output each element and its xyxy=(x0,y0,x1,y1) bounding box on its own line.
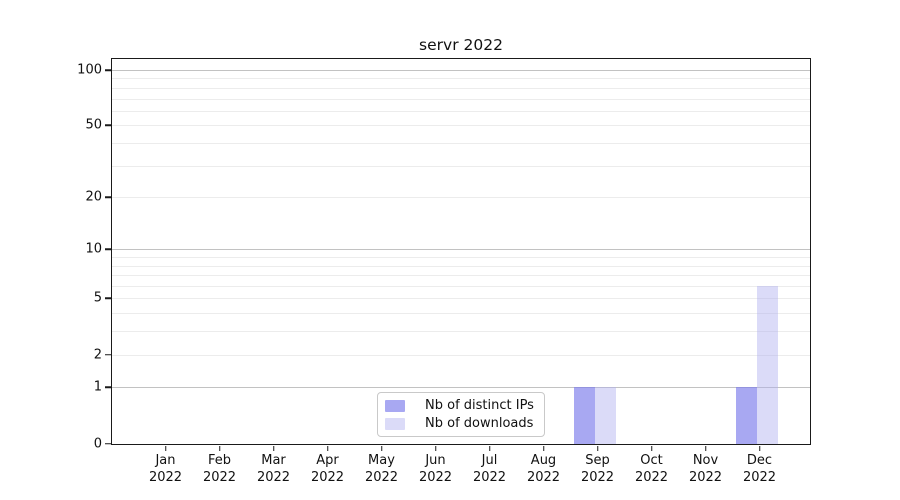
y-tick-mark-1 xyxy=(105,386,112,389)
x-tick-mark-oct-2022 xyxy=(650,445,653,451)
y-gridline-minor-40 xyxy=(112,142,810,144)
x-tick-label-apr-2022: Apr 2022 xyxy=(310,453,345,485)
y-tick-label-20: 20 xyxy=(85,189,102,205)
y-tick-label-1: 1 xyxy=(93,379,102,395)
x-tick-label-jul-2022: Jul 2022 xyxy=(472,453,507,485)
y-gridline-minor-9 xyxy=(112,257,810,259)
x-tick-mark-aug-2022 xyxy=(542,445,545,451)
y-gridline-minor-80 xyxy=(112,87,810,89)
y-tick-mark-2 xyxy=(105,353,112,356)
x-tick-label-feb-2022: Feb 2022 xyxy=(202,453,237,485)
y-gridline-minor-30 xyxy=(112,165,810,167)
x-tick-label-mar-2022: Mar 2022 xyxy=(256,453,291,485)
legend: Nb of distinct IPs Nb of downloads xyxy=(377,392,545,437)
x-tick-mark-dec-2022 xyxy=(758,445,761,451)
bar-downloads-sep-2022 xyxy=(594,387,616,444)
y-gridline-minor-60 xyxy=(112,110,810,112)
x-tick-label-sep-2022: Sep 2022 xyxy=(580,453,615,485)
y-gridline-minor-20 xyxy=(112,197,810,199)
bar-distinct-ips-dec-2022 xyxy=(735,387,757,444)
x-tick-label-aug-2022: Aug 2022 xyxy=(526,453,561,485)
x-tick-label-dec-2022: Dec 2022 xyxy=(742,453,777,485)
x-tick-mark-nov-2022 xyxy=(704,445,707,451)
y-tick-label-50: 50 xyxy=(85,117,102,133)
chart-title: servr 2022 xyxy=(419,36,503,54)
x-tick-mark-jan-2022 xyxy=(164,445,167,451)
y-tick-mark-100 xyxy=(105,69,112,71)
y-gridline-major-1 xyxy=(112,387,810,389)
y-gridline-minor-90 xyxy=(112,78,810,80)
x-tick-mark-apr-2022 xyxy=(326,445,329,451)
y-gridline-minor-6 xyxy=(112,286,810,288)
x-tick-mark-mar-2022 xyxy=(272,445,275,451)
y-gridline-minor-50 xyxy=(112,125,810,127)
bar-distinct-ips-sep-2022 xyxy=(573,387,595,444)
legend-swatch-distinct-ips xyxy=(385,399,405,412)
y-tick-label-10: 10 xyxy=(85,241,102,257)
y-gridline-major-10 xyxy=(112,249,810,251)
y-tick-mark-20 xyxy=(105,196,112,198)
legend-label-distinct-ips: Nb of distinct IPs xyxy=(425,398,534,413)
y-tick-mark-50 xyxy=(105,124,112,127)
x-tick-label-nov-2022: Nov 2022 xyxy=(688,453,723,485)
y-tick-label-0: 0 xyxy=(93,436,102,451)
x-tick-mark-jul-2022 xyxy=(488,445,491,451)
x-tick-mark-sep-2022 xyxy=(596,445,599,451)
y-gridline-minor-7 xyxy=(112,275,810,277)
y-gridline-minor-8 xyxy=(112,265,810,267)
x-tick-mark-jun-2022 xyxy=(434,445,437,451)
y-tick-mark-0 xyxy=(105,442,112,445)
x-tick-label-jun-2022: Jun 2022 xyxy=(418,453,453,485)
legend-entry-downloads: Nb of downloads xyxy=(385,416,544,431)
y-tick-mark-5 xyxy=(105,297,112,300)
y-gridline-minor-70 xyxy=(112,98,810,100)
bar-downloads-dec-2022 xyxy=(756,286,778,444)
legend-label-downloads: Nb of downloads xyxy=(425,416,534,431)
y-gridline-minor-5 xyxy=(112,298,810,300)
x-tick-mark-feb-2022 xyxy=(218,445,221,451)
x-tick-label-jan-2022: Jan 2022 xyxy=(148,453,183,485)
x-tick-mark-may-2022 xyxy=(380,445,383,451)
y-gridline-minor-4 xyxy=(112,313,810,315)
y-gridline-minor-3 xyxy=(112,331,810,333)
y-tick-label-2: 2 xyxy=(93,347,102,363)
x-tick-label-oct-2022: Oct 2022 xyxy=(634,453,669,485)
legend-entry-distinct-ips: Nb of distinct IPs xyxy=(385,398,544,413)
y-tick-label-5: 5 xyxy=(93,290,102,306)
y-gridline-major-100 xyxy=(112,70,810,71)
plot-area xyxy=(111,58,811,445)
y-tick-label-100: 100 xyxy=(77,62,102,78)
legend-swatch-downloads xyxy=(385,417,405,430)
x-tick-label-may-2022: May 2022 xyxy=(364,453,399,485)
y-gridline-minor-2 xyxy=(112,354,810,356)
y-tick-mark-10 xyxy=(105,248,112,251)
